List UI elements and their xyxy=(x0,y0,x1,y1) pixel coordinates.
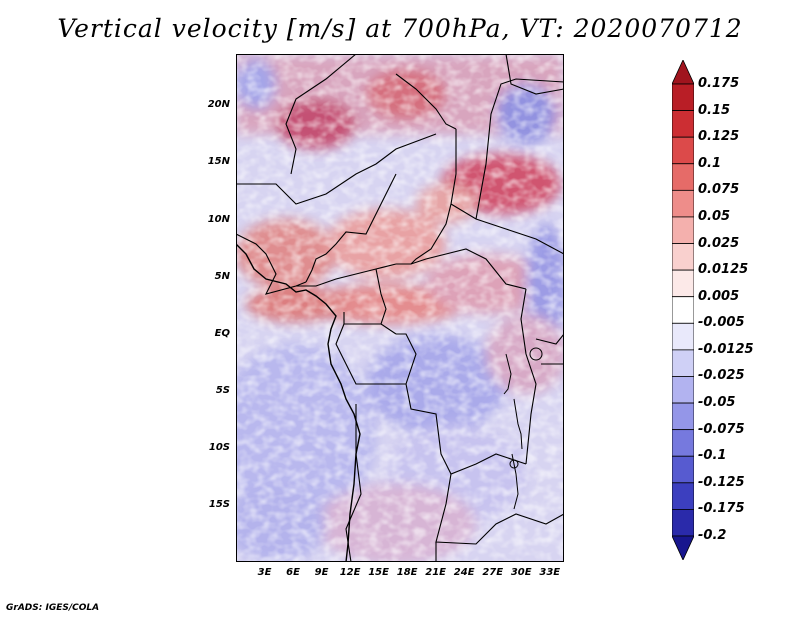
colorbar-swatch xyxy=(672,163,694,191)
colorbar-tick-label: -0.0125 xyxy=(698,341,754,357)
lat-tick-label: 10N xyxy=(207,213,230,225)
lat-tick-label: 10S xyxy=(208,441,230,453)
lakes xyxy=(503,347,543,510)
colorbar-swatch xyxy=(672,243,694,271)
lon-tick-label: 6E xyxy=(286,567,300,578)
colorbar-tick-label: 0.1 xyxy=(698,155,722,171)
colorbar-swatch xyxy=(672,136,694,165)
lat-tick-label: EQ xyxy=(214,327,230,339)
colorbar-tick-label: 0.025 xyxy=(698,235,740,251)
lat-tick-label: 15S xyxy=(208,498,230,510)
lon-tick-label: 27E xyxy=(482,567,504,578)
lat-tick-label: 15N xyxy=(207,156,230,168)
colorbar-tick-label: 0.05 xyxy=(698,208,731,224)
colorbar-swatch xyxy=(672,269,694,298)
colorbar-swatch xyxy=(672,322,694,351)
colorbar-swatch xyxy=(672,110,694,138)
lat-tick-label: 20N xyxy=(207,99,230,111)
field-texture xyxy=(236,54,564,562)
coastline xyxy=(236,232,361,562)
colorbar-tick-label: -0.125 xyxy=(698,474,745,490)
lat-tick-label: 5N xyxy=(214,270,230,282)
colorbar-tick-label: -0.005 xyxy=(698,315,745,331)
colorbar-tick-label: 0.005 xyxy=(698,288,740,304)
colorbar-swatch xyxy=(672,376,694,404)
colorbar-tick-label: -0.2 xyxy=(698,528,727,543)
colorbar-tick-label: 0.125 xyxy=(698,129,740,145)
map-panel xyxy=(236,54,564,562)
lon-tick-label: 21E xyxy=(425,567,447,578)
colorbar-swatch xyxy=(672,83,694,111)
lon-tick-label: 30E xyxy=(510,567,532,578)
colorbar-tick-label: 0.175 xyxy=(698,76,740,91)
colorbar-tick-label: 0.0125 xyxy=(698,262,749,278)
colorbar-swatch xyxy=(672,349,694,377)
colorbar-swatch xyxy=(672,402,694,431)
colorbar-swatch xyxy=(672,216,694,244)
colorbar-swatch xyxy=(672,429,694,457)
chart-title: Vertical velocity [m/s] at 700hPa, VT: 2… xyxy=(57,14,743,43)
colorbar-swatch xyxy=(672,455,694,484)
lon-tick-label: 9E xyxy=(314,567,329,578)
colorbar-swatch xyxy=(672,535,694,560)
colorbar-tick-label: -0.175 xyxy=(698,501,745,517)
colorbar-swatch xyxy=(672,189,694,218)
colorbar-tick-label: 0.075 xyxy=(698,182,740,198)
lon-tick-label: 33E xyxy=(539,567,561,578)
grads-credit: GrADS: IGES/COLA xyxy=(6,603,100,613)
colorbar-tick-label: 0.15 xyxy=(698,102,731,118)
colorbar-tick-label: -0.1 xyxy=(698,448,727,464)
lon-tick-label: 18E xyxy=(396,567,418,578)
colorbar-swatch xyxy=(672,296,694,324)
lon-tick-label: 12E xyxy=(339,567,361,578)
colorbar-swatch xyxy=(672,509,694,537)
lon-tick-label: 3E xyxy=(257,567,272,578)
country-borders xyxy=(236,54,564,562)
colorbar xyxy=(672,60,694,560)
colorbar-tick-label: -0.05 xyxy=(698,395,736,411)
colorbar-swatch xyxy=(672,482,694,510)
colorbar-swatch xyxy=(672,60,694,85)
lon-tick-label: 15E xyxy=(368,567,389,578)
colorbar-tick-label: -0.025 xyxy=(698,368,745,384)
lon-tick-label: 24E xyxy=(453,567,475,578)
lat-tick-label: 5S xyxy=(215,384,230,396)
colorbar-tick-label: -0.075 xyxy=(698,421,745,437)
